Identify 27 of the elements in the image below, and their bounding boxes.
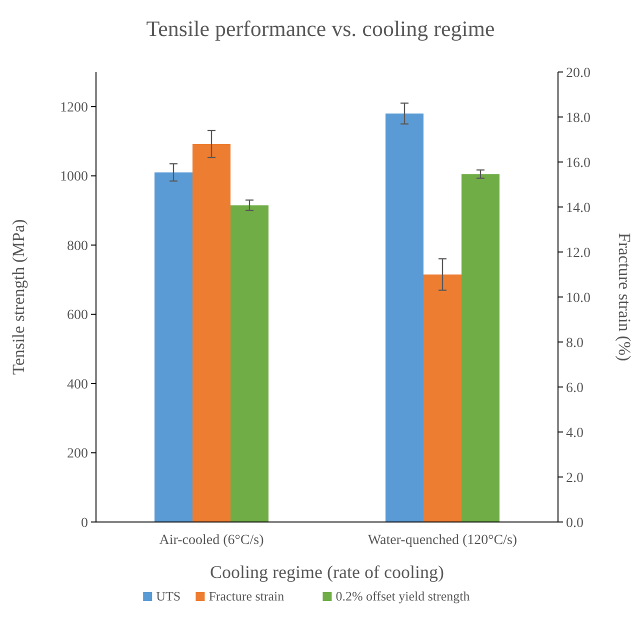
y2-axis-title: Fracture strain (%) <box>615 232 634 362</box>
y-axis-title: Tensile strength (MPa) <box>9 219 28 375</box>
x-axis-title: Cooling regime (rate of cooling) <box>210 562 444 582</box>
chart-title: Tensile performance vs. cooling regime <box>146 16 495 41</box>
y2-tick-label: 12.0 <box>566 246 590 261</box>
y2-tick-label: 18.0 <box>566 110 590 126</box>
x-tick-label: Air-cooled (6°C/s) <box>159 533 264 548</box>
y2-tick-label: 20.0 <box>566 66 590 81</box>
legend-label: 0.2% offset yield strength <box>336 588 470 604</box>
y-tick-label: 1000 <box>60 170 88 185</box>
y2-tick-label: 6.0 <box>566 380 584 396</box>
y-tick-label: 1200 <box>60 100 88 116</box>
y2-tick-label: 10.0 <box>566 290 590 306</box>
y2-tick-label: 2.0 <box>566 470 584 486</box>
y2-tick-label: 4.0 <box>566 426 584 441</box>
legend-label: UTS <box>156 588 181 604</box>
y-tick-label: 0 <box>81 516 88 531</box>
legend-label: Fracture strain <box>208 588 285 604</box>
y2-tick-label: 8.0 <box>566 336 584 351</box>
y2-tick-label: 14.0 <box>566 200 590 216</box>
y-tick-label: 800 <box>67 238 88 254</box>
x-tick-label: Water-quenched (120°C/s) <box>368 533 518 548</box>
y2-tick-label: 0.0 <box>566 516 584 531</box>
y-tick-label: 200 <box>67 446 88 462</box>
y-tick-label: 600 <box>67 308 88 324</box>
y-tick-label: 400 <box>67 377 88 392</box>
y2-tick-label: 16.0 <box>566 156 590 171</box>
